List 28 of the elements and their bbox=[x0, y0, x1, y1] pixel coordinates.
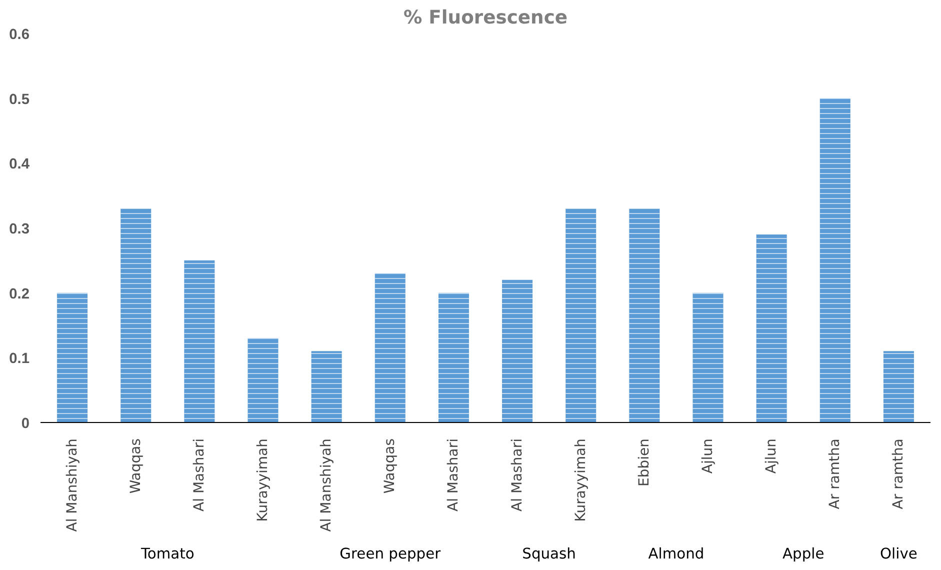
y-tick-label: 0 bbox=[21, 416, 30, 432]
x-tick-label: Al Manshiyah bbox=[318, 438, 335, 532]
x-tick-label: Ajlun bbox=[700, 438, 716, 474]
y-tick-label: 0.1 bbox=[9, 351, 30, 368]
x-tick-label: Al Manshiyah bbox=[64, 438, 80, 532]
x-tick-label: Al Mashari bbox=[509, 438, 526, 512]
y-tick-label: 0.2 bbox=[9, 286, 30, 302]
y-tick-label: 0.3 bbox=[9, 222, 30, 238]
x-tick-label: Kurayyimah bbox=[572, 438, 589, 522]
x-tick-label: Waqqas bbox=[382, 438, 398, 494]
x-tick-label: Ajlun bbox=[764, 438, 780, 474]
chart-title: % Fluorescence bbox=[403, 8, 568, 28]
y-tick-label: 0.5 bbox=[9, 92, 30, 108]
x-tick-label: Kurayyimah bbox=[255, 438, 271, 522]
x-tick-label: Ar ramtha bbox=[827, 438, 844, 510]
y-tick-label: 0.4 bbox=[9, 156, 30, 173]
x-tick-label: Ebbien bbox=[636, 438, 652, 486]
text: Tomato bbox=[140, 546, 194, 562]
x-tick-label: Al Mashari bbox=[446, 438, 462, 512]
text: Squash bbox=[522, 546, 576, 562]
text: Olive bbox=[880, 546, 918, 562]
text: Almond bbox=[648, 546, 704, 562]
x-tick-label: Waqqas bbox=[128, 438, 144, 494]
text: Green pepper bbox=[340, 546, 442, 562]
y-tick-label: 0.6 bbox=[9, 27, 30, 43]
text: Apple bbox=[782, 546, 824, 562]
x-tick-label: Ar ramtha bbox=[890, 438, 907, 510]
x-tick-label: Al Mashari bbox=[191, 438, 208, 512]
